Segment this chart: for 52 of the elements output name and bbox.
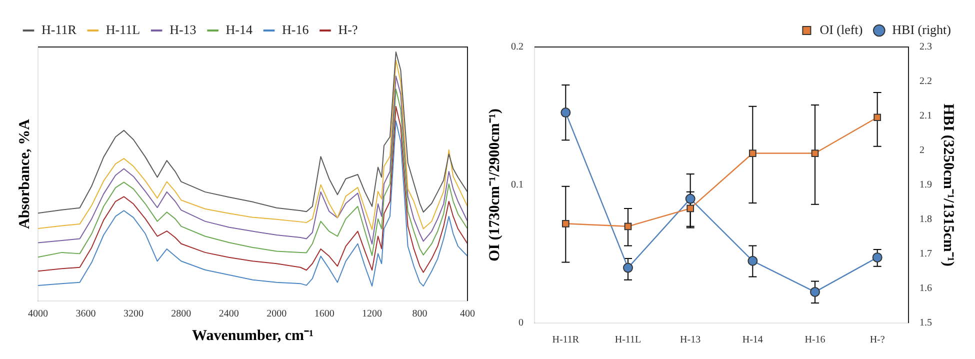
- x-tick-label: H-13: [680, 334, 701, 346]
- y-tick-label: 0: [518, 318, 524, 329]
- y2-tick-label: 1.9: [920, 180, 932, 191]
- y-axis-title: OI (1730cm⁻¹/2900cm⁻¹): [486, 108, 503, 262]
- y2-tick-label: 2: [920, 145, 924, 156]
- x-tick-label: 2800: [171, 308, 192, 320]
- legend-label: H-14: [226, 22, 254, 37]
- y2-tick-label: 1.7: [920, 248, 932, 260]
- point: [874, 114, 882, 122]
- point: [748, 256, 758, 266]
- y-tick-label: 0.2: [511, 42, 524, 53]
- x-tick-label: 2400: [218, 308, 239, 320]
- point: [624, 222, 632, 230]
- y2-axis-title: HBI (3250cm⁻¹/1315cm⁻¹): [940, 104, 956, 266]
- point: [872, 252, 882, 262]
- y2-tick-label: 1.8: [920, 214, 932, 226]
- legend-label: H-16: [282, 22, 310, 37]
- point: [811, 150, 819, 157]
- x-tick-label: 800: [412, 308, 428, 320]
- x-tick-label: H-16: [804, 334, 826, 346]
- point: [810, 286, 820, 297]
- y2-tick-label: 1.6: [920, 283, 932, 294]
- legend-label: OI (left): [820, 22, 863, 37]
- legend-label: HBI (right): [892, 22, 952, 37]
- y-tick-label: 0.1: [511, 180, 524, 191]
- x-tick-label: H-11L: [614, 334, 642, 346]
- point: [685, 194, 696, 204]
- x-tick-label: 1200: [362, 308, 382, 320]
- legend-label: H-11R: [42, 22, 77, 37]
- x-tick-label: H-14: [742, 334, 763, 346]
- x-axis-title: Wavenumber, cm⁻¹: [192, 328, 314, 344]
- legend-label: H-11L: [106, 22, 140, 37]
- point: [686, 204, 694, 212]
- point: [748, 150, 756, 157]
- x-tick-label: H-?: [870, 334, 886, 346]
- x-tick-label: H-11R: [552, 334, 580, 346]
- x-tick-label: 2000: [266, 308, 287, 320]
- x-tick-label: 1600: [314, 308, 334, 320]
- y2-tick-label: 2.2: [920, 76, 932, 88]
- y2-tick-label: 1.5: [920, 318, 932, 329]
- y-axis-title: Absorbance, %A: [16, 118, 33, 230]
- y2-tick-label: 2.3: [920, 42, 932, 53]
- point: [560, 108, 571, 118]
- legend-label: H-13: [170, 22, 196, 37]
- x-tick-label: 3200: [123, 308, 144, 320]
- x-tick-label: 400: [460, 308, 475, 320]
- x-tick-label: 4000: [28, 308, 48, 320]
- y2-tick-label: 2.1: [920, 110, 932, 122]
- legend-label: H-?: [338, 22, 358, 37]
- point: [623, 262, 633, 273]
- point: [562, 220, 570, 228]
- x-tick-label: 3600: [76, 308, 96, 320]
